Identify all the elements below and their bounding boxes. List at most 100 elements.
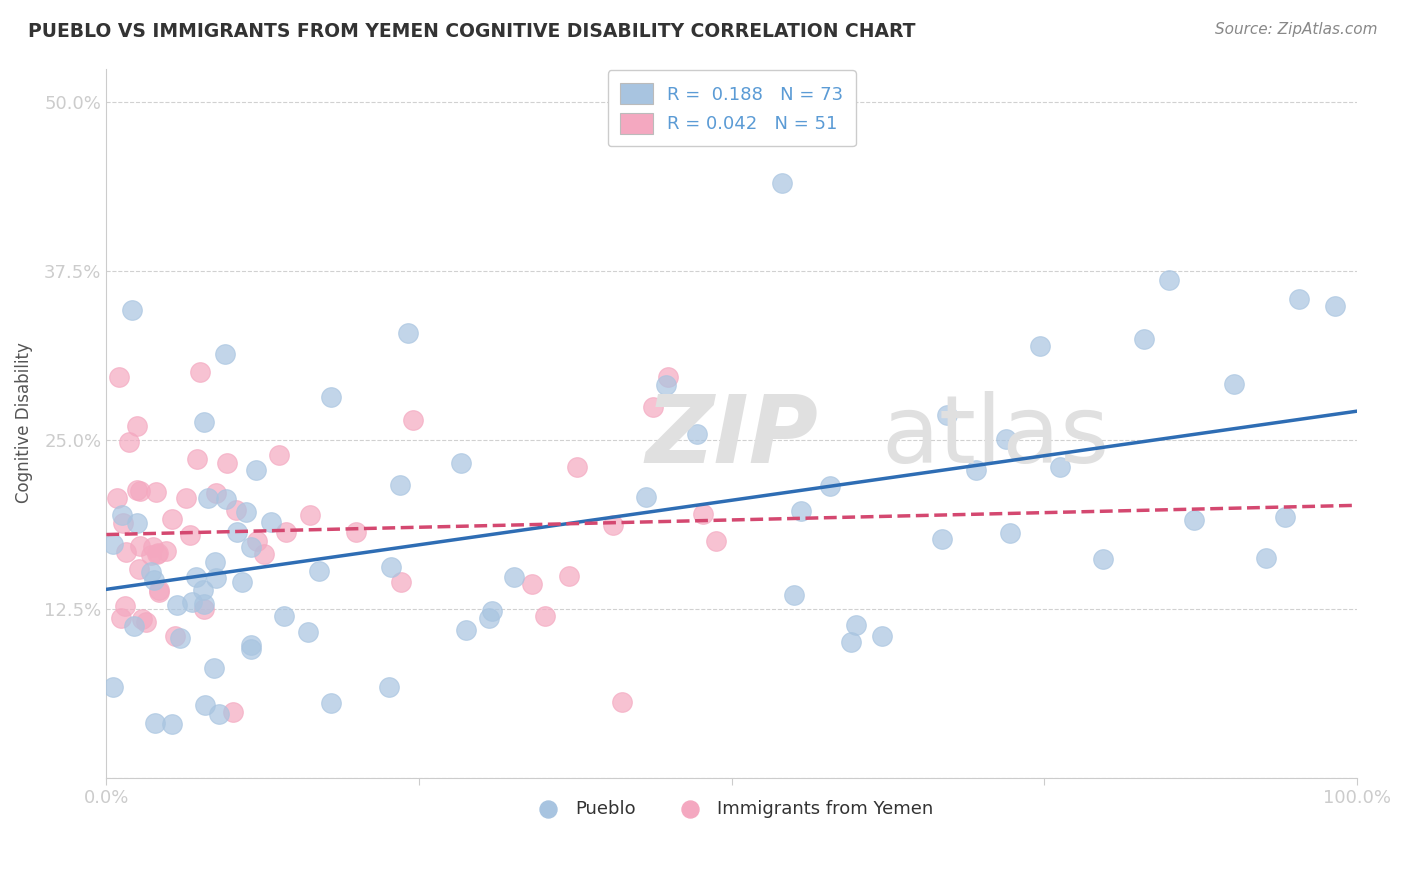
Point [145,484,167,499]
Point [818,479,841,493]
Point [655,378,678,392]
Point [565,460,588,475]
Point [704,534,727,549]
Text: ZIP: ZIP [645,392,818,483]
Point [125,418,148,433]
Text: PUEBLO VS IMMIGRANTS FROM YEMEN COGNITIVE DISABILITY CORRELATION CHART: PUEBLO VS IMMIGRANTS FROM YEMEN COGNITIV… [28,22,915,41]
Legend: Pueblo, Immigrants from Yemen: Pueblo, Immigrants from Yemen [523,793,941,825]
Point [246,533,269,548]
Y-axis label: Cognitive Disability: Cognitive Disability [15,343,32,503]
Point [202,661,225,675]
Point [1324,299,1347,313]
Point [1049,460,1071,475]
Point [267,448,290,462]
Point [105,491,128,506]
Point [454,623,477,637]
Point [1256,550,1278,565]
Point [610,695,633,709]
Point [193,597,215,611]
Point [148,582,170,597]
Point [208,707,231,722]
Point [125,516,148,530]
Point [636,490,658,504]
Point [101,537,124,551]
Point [602,518,624,533]
Point [389,574,412,589]
Point [520,577,543,591]
Point [298,508,321,522]
Point [845,617,868,632]
Point [128,539,150,553]
Point [162,716,184,731]
Point [146,547,169,561]
Point [1223,376,1246,391]
Point [184,570,207,584]
Point [450,456,472,470]
Point [131,612,153,626]
Point [770,177,793,191]
Point [180,595,202,609]
Point [839,635,862,649]
Point [115,545,138,559]
Point [321,696,343,710]
Point [276,525,298,540]
Point [657,369,679,384]
Point [319,390,342,404]
Point [129,484,152,499]
Point [121,303,143,318]
Point [108,370,131,384]
Point [231,574,253,589]
Point [214,347,236,361]
Point [641,400,664,414]
Point [965,463,987,477]
Point [217,456,239,470]
Point [931,532,953,546]
Point [1157,273,1180,287]
Point [396,326,419,340]
Point [128,562,150,576]
Point [235,505,257,519]
Point [481,604,503,618]
Point [165,629,187,643]
Point [783,588,806,602]
Point [1182,513,1205,527]
Point [155,543,177,558]
Point [1092,551,1115,566]
Point [1133,332,1156,346]
Point [995,433,1018,447]
Point [1274,510,1296,524]
Point [686,427,709,442]
Point [101,680,124,694]
Point [122,619,145,633]
Point [148,546,170,560]
Point [204,555,226,569]
Text: atlas: atlas [882,392,1109,483]
Point [215,491,238,506]
Point [193,602,215,616]
Point [135,615,157,629]
Point [253,547,276,561]
Point [1000,526,1022,541]
Point [142,573,165,587]
Point [226,524,249,539]
Point [245,463,267,477]
Point [870,629,893,643]
Point [389,478,412,492]
Point [402,412,425,426]
Point [127,483,149,497]
Point [534,608,557,623]
Point [789,504,811,518]
Point [193,415,215,429]
Point [1028,339,1050,353]
Point [260,515,283,529]
Point [503,570,526,584]
Point [1288,292,1310,306]
Point [179,528,201,542]
Point [478,610,501,624]
Point [188,365,211,379]
Point [143,716,166,731]
Point [142,541,165,555]
Point [308,564,330,578]
Point [205,571,228,585]
Point [240,540,263,554]
